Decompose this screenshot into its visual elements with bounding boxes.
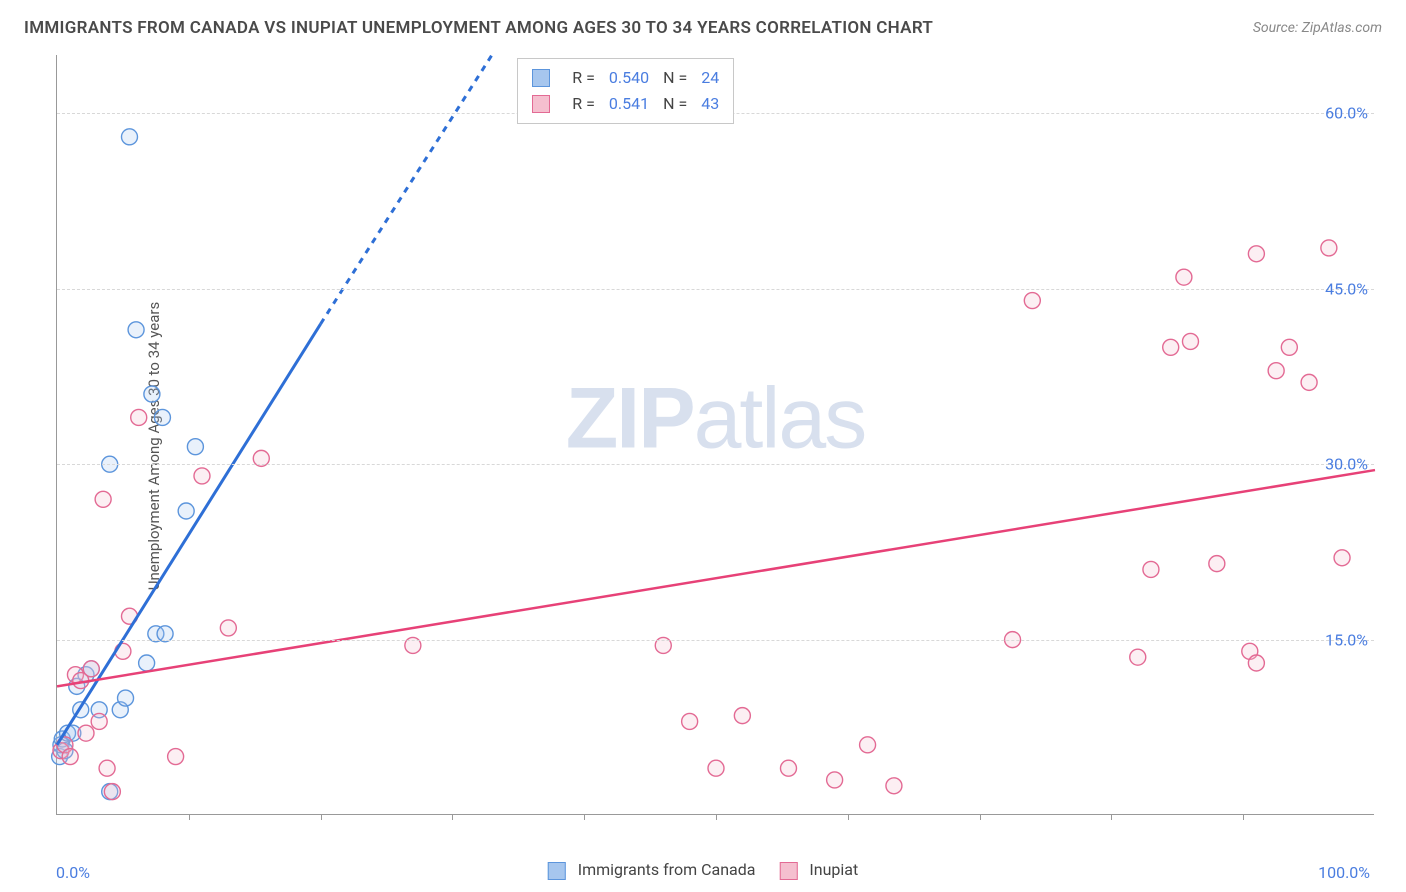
y-tick-label: 15.0% <box>1325 630 1368 649</box>
data-point <box>1334 550 1350 566</box>
x-min-label: 0.0% <box>56 863 90 882</box>
x-tick <box>848 814 849 820</box>
y-tick-label: 45.0% <box>1325 279 1368 298</box>
regression-line <box>57 324 321 745</box>
plot-area: ZIPatlas 15.0%30.0%45.0%60.0% <box>56 55 1374 815</box>
data-point <box>708 760 724 776</box>
regression-line <box>321 55 492 324</box>
data-point <box>1143 561 1159 577</box>
data-point <box>682 713 698 729</box>
swatch-series2-b <box>532 95 550 113</box>
chart-svg <box>57 55 1374 814</box>
x-tick <box>1243 814 1244 820</box>
x-tick <box>980 814 981 820</box>
data-point <box>1281 339 1297 355</box>
data-point <box>1321 240 1337 256</box>
data-point <box>1268 363 1284 379</box>
y-tick-label: 30.0% <box>1325 455 1368 474</box>
data-point <box>1176 269 1192 285</box>
data-point <box>827 772 843 788</box>
legend-row-1: R = 0.540 N = 24 <box>532 65 719 91</box>
data-point <box>1024 293 1040 309</box>
data-point <box>860 737 876 753</box>
correlation-legend: R = 0.540 N = 24 R = 0.541 N = 43 <box>517 58 734 124</box>
data-point <box>1182 333 1198 349</box>
data-point <box>194 468 210 484</box>
data-point <box>91 713 107 729</box>
data-point <box>104 784 120 800</box>
data-point <box>220 620 236 636</box>
chart-title: IMMIGRANTS FROM CANADA VS INUPIAT UNEMPL… <box>24 18 933 38</box>
legend-row-2: R = 0.541 N = 43 <box>532 91 719 117</box>
regression-line <box>57 470 1375 686</box>
swatch-series1-b <box>532 69 550 87</box>
data-point <box>1130 649 1146 665</box>
legend-item-series1: Immigrants from Canada <box>548 860 756 880</box>
data-point <box>154 409 170 425</box>
data-point <box>99 760 115 776</box>
data-point <box>121 129 137 145</box>
x-tick <box>452 814 453 820</box>
data-point <box>131 409 147 425</box>
data-point <box>139 655 155 671</box>
data-point <box>62 749 78 765</box>
data-point <box>1209 556 1225 572</box>
data-point <box>1163 339 1179 355</box>
data-point <box>734 708 750 724</box>
data-point <box>144 386 160 402</box>
swatch-series1 <box>548 862 566 880</box>
data-point <box>168 749 184 765</box>
data-point <box>187 439 203 455</box>
x-tick <box>584 814 585 820</box>
gridline <box>57 640 1374 641</box>
data-point <box>83 661 99 677</box>
data-point <box>78 725 94 741</box>
swatch-series2 <box>779 862 797 880</box>
y-tick-label: 60.0% <box>1325 104 1368 123</box>
data-point <box>780 760 796 776</box>
x-tick <box>189 814 190 820</box>
data-point <box>128 322 144 338</box>
data-point <box>95 491 111 507</box>
data-point <box>178 503 194 519</box>
data-point <box>1301 374 1317 390</box>
data-point <box>1248 246 1264 262</box>
source-label: Source: ZipAtlas.com <box>1253 20 1382 36</box>
legend-item-series2: Inupiat <box>779 860 858 880</box>
x-tick <box>716 814 717 820</box>
legend-label-series1: Immigrants from Canada <box>578 860 756 879</box>
x-tick <box>321 814 322 820</box>
x-tick <box>1111 814 1112 820</box>
gridline <box>57 464 1374 465</box>
gridline <box>57 289 1374 290</box>
legend-bottom: Immigrants from Canada Inupiat <box>548 860 859 880</box>
data-point <box>1248 655 1264 671</box>
data-point <box>886 778 902 794</box>
data-point <box>118 690 134 706</box>
x-max-label: 100.0% <box>1318 863 1370 882</box>
legend-label-series2: Inupiat <box>809 860 858 879</box>
